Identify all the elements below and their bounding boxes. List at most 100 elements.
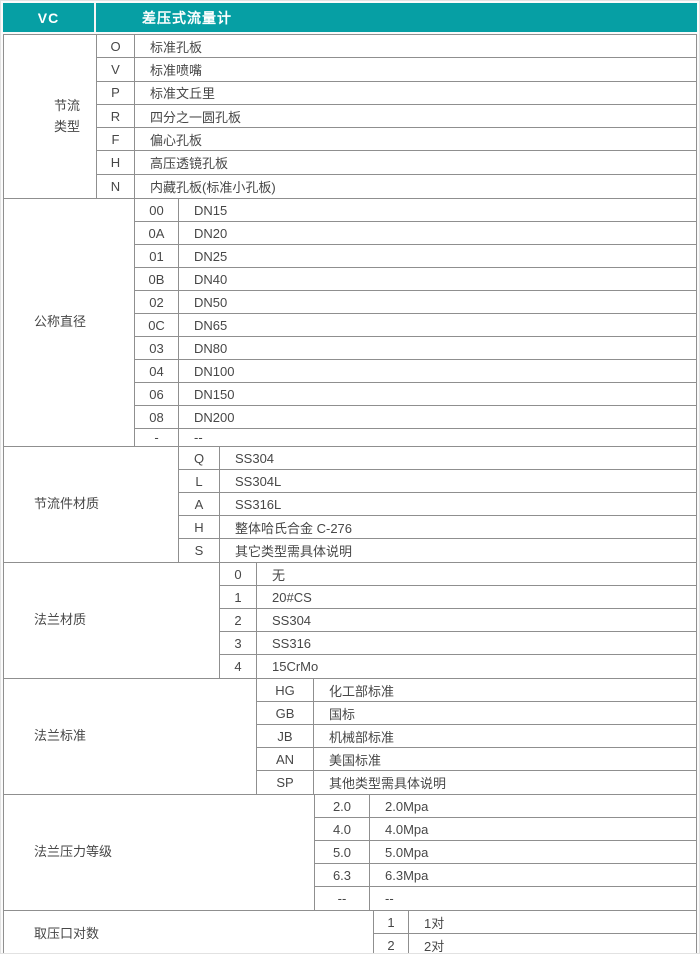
category-label: 法兰压力等级: [4, 795, 315, 911]
option-row: N 内藏孔板(标准小孔板): [97, 174, 696, 199]
product-title-cell: 差压式流量计: [142, 9, 232, 26]
option-desc: 标准喷嘴: [150, 62, 203, 78]
option-row: 04 DN100: [135, 360, 696, 384]
option-desc: SS304L: [235, 473, 282, 489]
option-code: 2: [220, 609, 257, 632]
option-code: 0A: [135, 222, 179, 245]
category-label: 法兰标准: [4, 679, 257, 795]
option-code: 0B: [135, 268, 179, 291]
option-desc: 其它类型需具体说明: [235, 544, 353, 560]
option-row: 1 1对: [374, 911, 696, 935]
selection-table: 节流 类型 O 标准孔板 V 标准喷嘴 P 标准文丘里 R 四分之一圆孔板 F 偏心孔板 …: [3, 34, 697, 953]
option-code: HG: [257, 679, 314, 702]
table-header-row: VC 差压式流量计: [3, 3, 697, 32]
option-desc: DN65: [194, 317, 228, 333]
option-desc: 内藏孔板(标准小孔板): [150, 179, 276, 195]
option-desc: SS316: [272, 635, 312, 651]
option-code: 6.3: [315, 864, 370, 887]
option-desc: 国标: [329, 706, 356, 722]
option-desc: 2.0Mpa: [385, 798, 429, 814]
option-code: 4: [220, 655, 257, 679]
option-code: 03: [135, 337, 179, 360]
option-desc: 15CrMo: [272, 659, 319, 675]
option-row: S 其它类型需具体说明: [179, 539, 696, 563]
option-desc: 20#CS: [272, 589, 312, 605]
option-row: 00 DN15: [135, 199, 696, 223]
option-row: 0A DN20: [135, 222, 696, 246]
option-desc: DN25: [194, 248, 228, 264]
option-code: 2.0: [315, 795, 370, 818]
option-row: R 四分之一圆孔板: [97, 104, 696, 129]
option-rows: O 标准孔板 V 标准喷嘴 P 标准文丘里 R 四分之一圆孔板 F 偏心孔板 H 高压透镜孔…: [97, 35, 696, 199]
option-rows: HG 化工部标准 GB 国标 JB 机械部标准 AN 美国标准 SP 其他类型需具体说明: [257, 679, 696, 795]
option-row: O 标准孔板: [97, 35, 696, 59]
option-row: V 标准喷嘴: [97, 58, 696, 82]
option-row: L SS304L: [179, 470, 696, 494]
option-desc: SS304: [235, 450, 275, 466]
option-row: 3 SS316: [220, 632, 696, 656]
option-code: AN: [257, 748, 314, 771]
option-code: N: [97, 174, 135, 199]
option-desc: 化工部标准: [329, 683, 395, 699]
option-rows: Q SS304 L SS304L A SS316L H 整体哈氏合金 C-276 S 其它…: [179, 447, 696, 563]
option-code: 0C: [135, 314, 179, 337]
option-code: H: [97, 151, 135, 174]
option-code: 04: [135, 360, 179, 383]
option-code: H: [179, 516, 220, 539]
option-code: 1: [220, 586, 257, 609]
option-row: 0C DN65: [135, 314, 696, 338]
option-code: P: [97, 81, 135, 104]
option-desc: 标准孔板: [150, 39, 203, 55]
option-desc: DN20: [194, 225, 228, 241]
option-code: Q: [179, 447, 220, 470]
option-code: GB: [257, 702, 314, 725]
option-row: 1 20#CS: [220, 586, 696, 610]
option-rows: 1 1对 2 2对: [374, 911, 696, 953]
option-desc: 四分之一圆孔板: [150, 109, 242, 125]
group-pressure-tap-pairs: 取压口对数 1 1对 2 2对: [4, 911, 696, 953]
option-desc: DN200: [194, 409, 235, 425]
category-label: 公称直径: [4, 199, 135, 447]
option-row: 6.3 6.3Mpa: [315, 864, 696, 888]
option-rows: 00 DN15 0A DN20 01 DN25 0B DN40 02 DN50 0C DN6…: [135, 199, 696, 447]
option-desc: 无: [272, 567, 286, 583]
option-code: 3: [220, 632, 257, 655]
option-row: 08 DN200: [135, 406, 696, 430]
option-row: JB 机械部标准: [257, 725, 696, 749]
category-label: 法兰材质: [4, 563, 220, 679]
option-code: O: [97, 35, 135, 58]
option-code: 2: [374, 934, 409, 953]
option-code: -: [135, 429, 179, 447]
model-code-cell: VC: [3, 3, 96, 32]
option-code: 1: [374, 911, 409, 934]
option-row: GB 国标: [257, 702, 696, 726]
option-desc: --: [385, 891, 394, 907]
group-nominal-diameter: 公称直径 00 DN15 0A DN20 01 DN25 0B DN40 02 DN50 …: [4, 199, 696, 448]
group-throttle-material: 节流件材质 Q SS304 L SS304L A SS316L H 整体哈氏合金 C-2…: [4, 447, 696, 564]
option-desc: --: [194, 430, 203, 446]
category-label: 节流件材质: [4, 447, 179, 563]
option-desc: 高压透镜孔板: [150, 156, 229, 172]
option-desc: 标准文丘里: [150, 86, 216, 102]
option-desc: 整体哈氏合金 C-276: [235, 520, 353, 536]
option-row: 2.0 2.0Mpa: [315, 795, 696, 819]
option-row: A SS316L: [179, 493, 696, 517]
option-desc: DN50: [194, 294, 228, 310]
option-row: AN 美国标准: [257, 748, 696, 772]
group-flange-standard: 法兰标准 HG 化工部标准 GB 国标 JB 机械部标准 AN 美国标准 SP 其他类型需…: [4, 679, 696, 796]
option-row: F 偏心孔板: [97, 128, 696, 152]
option-row: 5.0 5.0Mpa: [315, 841, 696, 865]
option-row: P 标准文丘里: [97, 81, 696, 105]
option-desc: 偏心孔板: [150, 132, 203, 148]
option-row: 01 DN25: [135, 245, 696, 269]
option-rows: 2.0 2.0Mpa 4.0 4.0Mpa 5.0 5.0Mpa 6.3 6.3Mpa …: [315, 795, 696, 911]
option-desc: 5.0Mpa: [385, 844, 429, 860]
option-desc: 其他类型需具体说明: [329, 776, 447, 792]
option-code: F: [97, 128, 135, 151]
group-flange-pressure-rating: 法兰压力等级 2.0 2.0Mpa 4.0 4.0Mpa 5.0 5.0Mpa 6.3…: [4, 795, 696, 912]
option-code: 5.0: [315, 841, 370, 864]
option-desc: 6.3Mpa: [385, 867, 429, 883]
